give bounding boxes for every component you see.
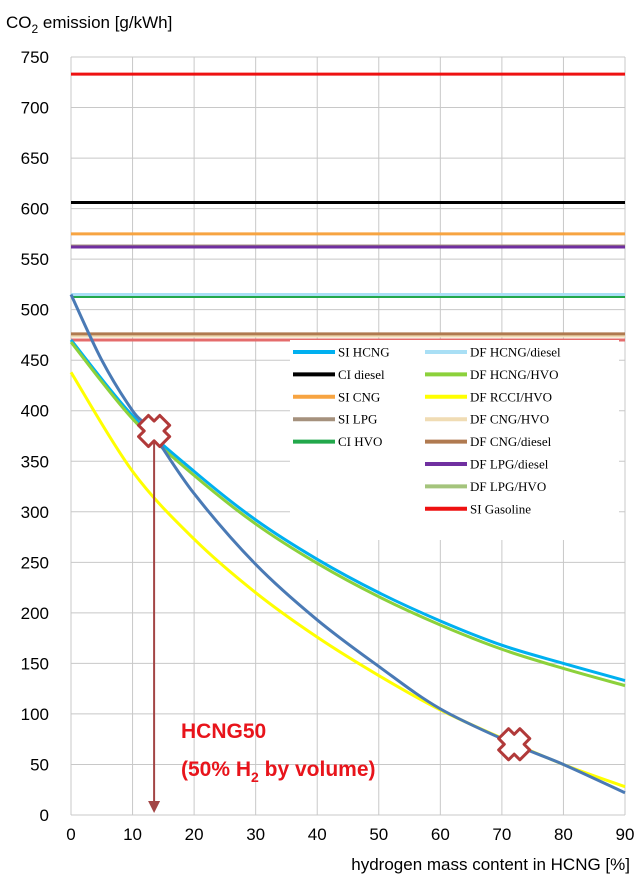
x-tick-label: 0 [66, 825, 75, 844]
x-tick-label: 10 [123, 825, 142, 844]
x-axis-title: hydrogen mass content in HCNG [%] [351, 855, 630, 874]
y-tick-label: 150 [21, 654, 49, 673]
y-axis-title: CO2 emission [g/kWh] [6, 13, 172, 36]
legend-label: SI LPG [338, 412, 377, 427]
y-tick-label: 650 [21, 149, 49, 168]
annotation-layer [137, 413, 532, 813]
annotation-line-1: HCNG50 [181, 720, 266, 743]
y-tick-label: 400 [21, 402, 49, 421]
x-tick-label: 80 [554, 825, 573, 844]
y-tick-labels: 0 50 100 150 200 250 300 350 400 450 500 550 600 650 7… [21, 48, 49, 825]
x-tick-label: 30 [246, 825, 265, 844]
legend-label: CI diesel [338, 367, 385, 382]
legend-label: SI HCNG [338, 345, 390, 360]
y-tick-label: 700 [21, 99, 49, 118]
x-tick-labels: 0 10 20 30 40 50 60 70 80 90 [66, 825, 634, 844]
legend-label: SI CNG [338, 389, 380, 404]
y-axis-title-main: CO [6, 13, 32, 32]
x-marker-shape [497, 727, 532, 762]
x-marker-1 [497, 727, 532, 762]
y-tick-label: 750 [21, 48, 49, 67]
legend-label: DF RCCI/HVO [470, 389, 552, 404]
annotation-line-2-pre: (50% H [181, 758, 251, 781]
legend-label: DF HCNG/HVO [470, 367, 558, 382]
x-tick-label: 40 [308, 825, 327, 844]
y-tick-label: 100 [21, 705, 49, 724]
x-marker-0 [137, 413, 172, 449]
legend-label: DF LPG/HVO [470, 479, 546, 494]
annotation-line-2: (50% H2 by volume) [181, 758, 376, 785]
x-tick-label: 60 [431, 825, 450, 844]
legend: SI HCNG CI diesel SI CNG SI LPG CI HVO DF HCN… [290, 340, 619, 540]
legend-label: DF CNG/diesel [470, 434, 552, 449]
y-tick-label: 500 [21, 301, 49, 320]
y-tick-label: 300 [21, 503, 49, 522]
y-tick-label: 250 [21, 553, 49, 572]
y-tick-label: 350 [21, 452, 49, 471]
legend-label: DF HCNG/diesel [470, 345, 561, 360]
x-tick-label: 20 [185, 825, 204, 844]
y-tick-label: 550 [21, 250, 49, 269]
legend-label: DF CNG/HVO [470, 412, 549, 427]
x-marker-shape [137, 413, 172, 449]
y-tick-label: 450 [21, 351, 49, 370]
x-tick-label: 50 [369, 825, 388, 844]
annotation-line-2-post: by volume) [259, 758, 376, 781]
legend-label: CI HVO [338, 434, 382, 449]
y-tick-label: 600 [21, 200, 49, 219]
annotation-line-2-sub: 2 [251, 769, 259, 785]
legend-label: SI Gasoline [470, 501, 531, 516]
legend-label: DF LPG/diesel [470, 457, 549, 472]
y-tick-label: 0 [40, 806, 49, 825]
arrow-head [148, 801, 161, 813]
y-tick-label: 200 [21, 604, 49, 623]
x-tick-label: 70 [492, 825, 511, 844]
x-tick-label: 90 [616, 825, 635, 844]
y-axis-title-rest: emission [g/kWh] [38, 13, 172, 32]
y-axis-title-sub: 2 [32, 22, 39, 36]
y-tick-label: 50 [30, 755, 49, 774]
